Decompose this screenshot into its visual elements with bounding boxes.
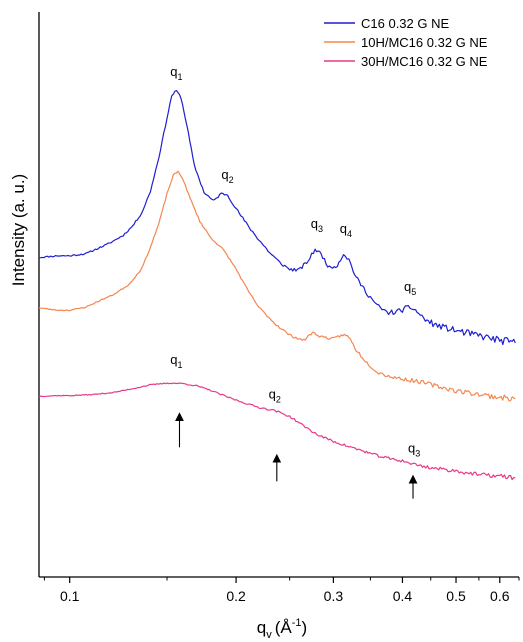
peak-label: q2: [269, 387, 281, 405]
peak-label: q2: [221, 167, 233, 185]
peak-label: q5: [404, 279, 416, 297]
x-tick-label: 0.4: [393, 588, 413, 604]
peak-label: q3: [408, 441, 420, 459]
x-tick-label: 0.6: [490, 588, 510, 604]
peak-arrows: [175, 412, 418, 499]
x-tick-label: 0.5: [446, 588, 466, 604]
peak-annotations: q1 q2 q3 q4 q5 q1 q2 q3: [170, 64, 420, 458]
legend-label-series-3: 30H/MC16 0.32 G NE: [361, 54, 488, 69]
plot-series: [38, 89, 516, 481]
series-line-3: [38, 382, 516, 481]
legend: C16 0.32 G NE 10H/MC16 0.32 G NE 30H/MC1…: [324, 16, 488, 69]
legend-label-series-2: 10H/MC16 0.32 G NE: [361, 35, 488, 50]
x-axis-ticks: 0.1 0.2 0.3 0.4 0.5 0.6: [43, 577, 520, 604]
peak-label: q1: [170, 352, 182, 370]
peak-label: q3: [311, 216, 323, 234]
y-axis-title: Intensity (a. u.): [9, 174, 28, 286]
peak-label: q1: [170, 64, 182, 82]
x-tick-label: 0.1: [60, 588, 80, 604]
x-tick-label: 0.3: [324, 588, 344, 604]
series-line-1: [38, 89, 516, 346]
x-axis-title: qv (Å-1): [257, 617, 307, 641]
x-tick-label: 0.2: [226, 588, 246, 604]
series-line-2: [38, 170, 516, 402]
legend-label-series-1: C16 0.32 G NE: [361, 16, 449, 31]
peak-label: q4: [340, 221, 352, 239]
